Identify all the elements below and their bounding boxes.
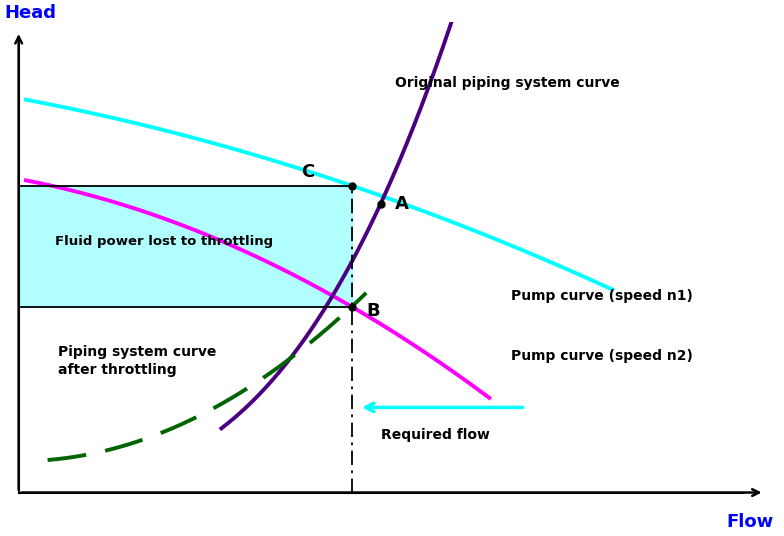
Text: Flow: Flow [726,513,774,531]
Text: Pump curve (speed n2): Pump curve (speed n2) [511,349,693,363]
Text: A: A [395,195,409,213]
Text: Pump curve (speed n1): Pump curve (speed n1) [511,289,693,303]
Text: Original piping system curve: Original piping system curve [395,76,620,90]
Text: Required flow: Required flow [381,428,489,442]
Text: B: B [366,302,379,319]
Text: C: C [301,163,314,181]
Text: Head: Head [4,4,56,22]
Text: Fluid power lost to throttling: Fluid power lost to throttling [55,235,273,248]
Text: Piping system curve
after throttling: Piping system curve after throttling [59,345,217,377]
